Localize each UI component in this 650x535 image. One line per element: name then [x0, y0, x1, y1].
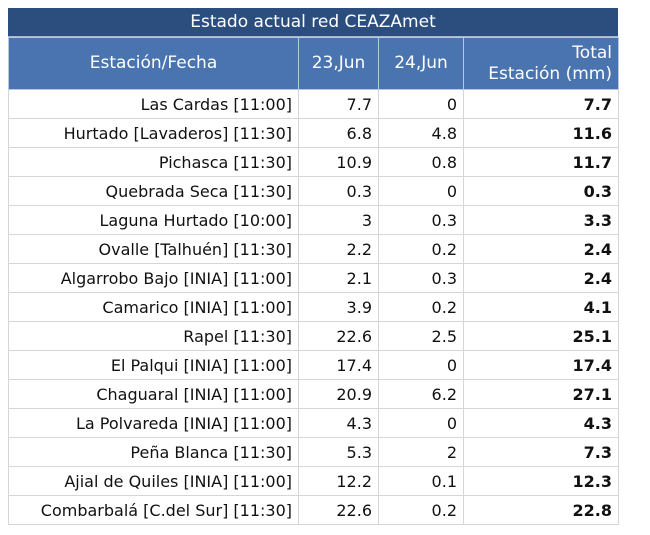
- station-total: 25.1: [463, 321, 619, 351]
- table-row: La Polvareda [INIA] [11:00] 4.3 0 4.3: [8, 408, 619, 438]
- value-day-1: 7.7: [298, 89, 379, 119]
- value-day-2: 0.2: [378, 495, 464, 525]
- table-row: Ajial de Quiles [INIA] [11:00] 12.2 0.1 12.…: [8, 466, 619, 496]
- rainfall-table: Estación/Fecha 23,Jun 24,Jun Total Estac…: [8, 37, 619, 525]
- value-day-1: 22.6: [298, 495, 379, 525]
- value-day-2: 0.1: [378, 466, 464, 496]
- value-day-2: 2: [378, 437, 464, 467]
- station-total: 3.3: [463, 205, 619, 235]
- table-header-row: Estación/Fecha 23,Jun 24,Jun Total Estac…: [8, 37, 619, 90]
- table-row: Hurtado [Lavaderos] [11:30] 6.8 4.8 11.6: [8, 118, 619, 148]
- station-name: Ovalle [Talhuén] [11:30]: [8, 234, 299, 264]
- value-day-1: 20.9: [298, 379, 379, 409]
- header-total: Total Estación (mm): [463, 37, 619, 90]
- value-day-2: 6.2: [378, 379, 464, 409]
- station-total: 11.6: [463, 118, 619, 148]
- value-day-2: 0.3: [378, 263, 464, 293]
- station-total: 4.3: [463, 408, 619, 438]
- panel-title: Estado actual red CEAZAmet: [8, 8, 618, 37]
- station-name: Quebrada Seca [11:30]: [8, 176, 299, 206]
- station-total: 7.7: [463, 89, 619, 119]
- value-day-1: 4.3: [298, 408, 379, 438]
- table-row: Pichasca [11:30] 10.9 0.8 11.7: [8, 147, 619, 177]
- station-name: Camarico [INIA] [11:00]: [8, 292, 299, 322]
- table-row: Las Cardas [11:00] 7.7 0 7.7: [8, 89, 619, 119]
- station-name: Chaguaral [INIA] [11:00]: [8, 379, 299, 409]
- table-row: Peña Blanca [11:30] 5.3 2 7.3: [8, 437, 619, 467]
- station-name: Peña Blanca [11:30]: [8, 437, 299, 467]
- value-day-2: 0: [378, 350, 464, 380]
- table-row: Algarrobo Bajo [INIA] [11:00] 2.1 0.3 2.4: [8, 263, 619, 293]
- station-total: 4.1: [463, 292, 619, 322]
- table-row: Camarico [INIA] [11:00] 3.9 0.2 4.1: [8, 292, 619, 322]
- station-total: 22.8: [463, 495, 619, 525]
- value-day-1: 12.2: [298, 466, 379, 496]
- value-day-2: 0.2: [378, 292, 464, 322]
- table-row: Ovalle [Talhuén] [11:30] 2.2 0.2 2.4: [8, 234, 619, 264]
- value-day-1: 17.4: [298, 350, 379, 380]
- station-total: 12.3: [463, 466, 619, 496]
- value-day-1: 6.8: [298, 118, 379, 148]
- station-name: Algarrobo Bajo [INIA] [11:00]: [8, 263, 299, 293]
- value-day-2: 0: [378, 176, 464, 206]
- station-name: Combarbalá [C.del Sur] [11:30]: [8, 495, 299, 525]
- value-day-1: 5.3: [298, 437, 379, 467]
- station-total: 17.4: [463, 350, 619, 380]
- station-total: 2.4: [463, 234, 619, 264]
- value-day-1: 10.9: [298, 147, 379, 177]
- station-total: 27.1: [463, 379, 619, 409]
- station-total: 0.3: [463, 176, 619, 206]
- station-name: La Polvareda [INIA] [11:00]: [8, 408, 299, 438]
- table-row: Rapel [11:30] 22.6 2.5 25.1: [8, 321, 619, 351]
- header-station: Estación/Fecha: [8, 37, 299, 90]
- value-day-2: 4.8: [378, 118, 464, 148]
- station-name: Las Cardas [11:00]: [8, 89, 299, 119]
- value-day-1: 0.3: [298, 176, 379, 206]
- station-name: Rapel [11:30]: [8, 321, 299, 351]
- value-day-2: 0.3: [378, 205, 464, 235]
- station-total: 2.4: [463, 263, 619, 293]
- header-day-1: 23,Jun: [298, 37, 379, 90]
- station-total: 7.3: [463, 437, 619, 467]
- header-day-2: 24,Jun: [378, 37, 464, 90]
- value-day-2: 0: [378, 89, 464, 119]
- value-day-1: 3: [298, 205, 379, 235]
- station-total: 11.7: [463, 147, 619, 177]
- table-row: El Palqui [INIA] [11:00] 17.4 0 17.4: [8, 350, 619, 380]
- table-row: Combarbalá [C.del Sur] [11:30] 22.6 0.2 22.…: [8, 495, 619, 525]
- table-row: Laguna Hurtado [10:00] 3 0.3 3.3: [8, 205, 619, 235]
- station-name: Laguna Hurtado [10:00]: [8, 205, 299, 235]
- value-day-1: 2.1: [298, 263, 379, 293]
- table-row: Chaguaral [INIA] [11:00] 20.9 6.2 27.1: [8, 379, 619, 409]
- value-day-2: 0: [378, 408, 464, 438]
- header-total-line1: Total: [572, 42, 612, 63]
- rainfall-panel: Estado actual red CEAZAmet Estación/Fech…: [8, 8, 619, 525]
- value-day-2: 0.8: [378, 147, 464, 177]
- value-day-2: 0.2: [378, 234, 464, 264]
- header-total-line2: Estación (mm): [488, 63, 612, 84]
- table-row: Quebrada Seca [11:30] 0.3 0 0.3: [8, 176, 619, 206]
- value-day-1: 3.9: [298, 292, 379, 322]
- station-name: El Palqui [INIA] [11:00]: [8, 350, 299, 380]
- station-name: Hurtado [Lavaderos] [11:30]: [8, 118, 299, 148]
- value-day-2: 2.5: [378, 321, 464, 351]
- value-day-1: 22.6: [298, 321, 379, 351]
- station-name: Pichasca [11:30]: [8, 147, 299, 177]
- station-name: Ajial de Quiles [INIA] [11:00]: [8, 466, 299, 496]
- value-day-1: 2.2: [298, 234, 379, 264]
